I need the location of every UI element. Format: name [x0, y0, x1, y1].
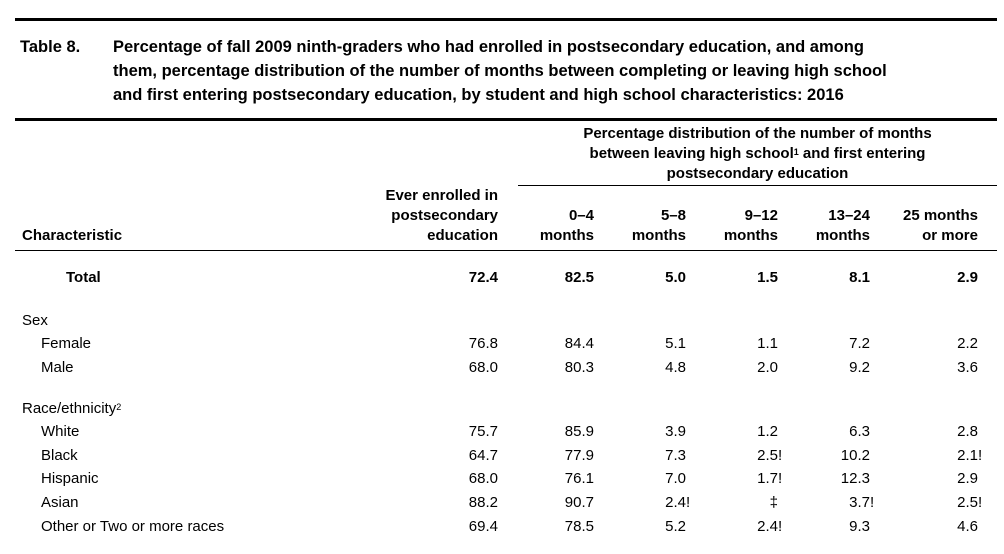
row-label: Total: [66, 269, 101, 286]
table-cell: 68.0: [468, 470, 498, 488]
table-cell: 82.5: [564, 269, 594, 286]
group-header-line: postsecondary education: [666, 165, 849, 182]
table-cell: 4.6: [957, 517, 978, 535]
footnote-marker: 1: [793, 147, 799, 157]
table-cell: 2.5 !: [712, 445, 792, 467]
group-header-line: between leaving high school1 and first e…: [589, 145, 926, 162]
table-cell: 5.1: [665, 335, 686, 352]
col-header-characteristic: Characteristic: [22, 227, 123, 244]
table-cell: 5.0: [665, 269, 686, 286]
table-row: Hispanic 68.0 76.1 7.0 1.7 ! 12.3 2.9: [0, 468, 1004, 490]
row-label: Asian: [41, 494, 79, 511]
table-cell: 78.5: [564, 517, 594, 535]
table-cell: 7.3: [665, 446, 686, 464]
table-cell: 2.9: [957, 470, 978, 488]
header-rule: [15, 118, 997, 121]
reliability-flag: !: [978, 494, 983, 511]
table-cell: ‡: [769, 494, 778, 511]
table-cell: 4.8: [665, 358, 686, 376]
table-cell: 2.9: [957, 269, 978, 286]
table-cell: 90.7: [564, 494, 594, 511]
table-cell: 76.8: [468, 335, 498, 352]
row-label: Black: [41, 446, 78, 464]
table-row: Other or Two or more races 69.4 78.5 5.2 2.4…: [0, 516, 1004, 538]
table-cell: 77.9: [564, 446, 594, 464]
table-cell: 64.7: [468, 446, 498, 464]
table-cell: 2.8: [957, 423, 978, 441]
table-row: Black 64.7 77.9 7.3 2.5 ! 10.2 2.1 !: [0, 445, 1004, 467]
col-header-9-12-months: 9–12 months: [723, 207, 778, 244]
col-header-5-8-months: 5–8 months: [631, 207, 686, 244]
table-row: Female 76.8 84.4 5.1 1.1 7.2 2.2: [0, 333, 1004, 355]
body-rule: [15, 250, 997, 251]
top-rule: [15, 18, 997, 21]
table-cell: 76.1: [564, 470, 594, 488]
table-cell: 2.0: [757, 358, 778, 376]
row-label: White: [41, 423, 80, 441]
reliability-flag: !: [778, 517, 783, 535]
table-cell: 1.1: [757, 335, 778, 352]
table-title: Percentage of fall 2009 ninth-graders wh…: [113, 35, 1003, 107]
section-heading: Race/ethnicity2: [0, 398, 1004, 420]
table-cell: 80.3: [564, 358, 594, 376]
row-label: Female: [41, 335, 92, 352]
table-row: Male 68.0 80.3 4.8 2.0 9.2 3.6: [0, 357, 1004, 379]
reliability-flag: !: [686, 494, 691, 511]
table-cell: 9.3: [849, 517, 870, 535]
table-cell: 12.3: [840, 470, 870, 488]
table-cell: 72.4: [468, 269, 498, 286]
col-header-13-24-months: 13–24 months: [815, 207, 870, 244]
table-cell: 2.1 !: [912, 445, 992, 467]
table-cell: 9.2: [849, 358, 870, 376]
table-cell: 7.0: [665, 470, 686, 488]
reliability-flag: !: [778, 470, 783, 488]
section-heading: Sex: [0, 310, 1004, 332]
group-header-rule: [518, 185, 997, 186]
table-cell: 8.1: [849, 269, 870, 286]
table-title-line: and first entering postsecondary educati…: [113, 86, 844, 104]
table-cell: 5.2: [665, 517, 686, 535]
table-cell: 88.2: [468, 494, 498, 511]
table-cell: 10.2: [840, 446, 870, 464]
col-header-ever-enrolled: Ever enrolled in postsecondary education: [385, 187, 498, 244]
row-label: Other or Two or more races: [41, 517, 225, 535]
table-cell: 1.7 !: [712, 468, 792, 490]
table-cell: 84.4: [564, 335, 594, 352]
total-row: Total 72.4 82.5 5.0 1.5 8.1 2.9: [0, 267, 1004, 289]
table-cell: 1.5: [757, 269, 778, 286]
table-cell: 2.4 !: [620, 492, 700, 514]
table-title-line: them, percentage distribution of the num…: [113, 62, 887, 80]
footnote-marker: 2: [116, 402, 122, 413]
table-cell: 2.5 !: [912, 492, 992, 514]
table-cell: 85.9: [564, 423, 594, 441]
group-header-line: Percentage distribution of the number of…: [583, 125, 932, 142]
table-cell: 7.2: [849, 335, 870, 352]
col-header-0-4-months: 0–4 months: [539, 207, 594, 244]
table-cell: 68.0: [468, 358, 498, 376]
table-row: Asian 88.2 90.7 2.4 ! ‡ 3.7 ! 2.5 !: [0, 492, 1004, 514]
table-cell: 3.7 !: [804, 492, 884, 514]
table-cell: 75.7: [468, 423, 498, 441]
section-heading-label: Race/ethnicity2: [22, 400, 122, 418]
reliability-flag: !: [778, 446, 783, 464]
table-number: Table 8.: [20, 38, 81, 56]
section-heading-label: Sex: [22, 312, 48, 329]
table-cell: 6.3: [849, 423, 870, 441]
table-row: White 75.7 85.9 3.9 1.2 6.3 2.8: [0, 421, 1004, 443]
table-cell: 3.6: [957, 358, 978, 376]
reliability-flag: !: [870, 494, 875, 511]
table-cell: 69.4: [468, 517, 498, 535]
table-cell: 2.2: [957, 335, 978, 352]
reliability-flag: !: [978, 446, 983, 464]
table-title-line: Percentage of fall 2009 ninth-graders wh…: [113, 38, 864, 56]
table-cell: 1.2: [757, 423, 778, 441]
col-header-25-plus-months: 25 months or more: [902, 207, 978, 244]
table-cell: 2.4 !: [712, 516, 792, 538]
row-label: Hispanic: [41, 470, 99, 488]
table-cell: 3.9: [665, 423, 686, 441]
group-header: Percentage distribution of the number of…: [518, 124, 997, 184]
row-label: Male: [41, 358, 74, 376]
